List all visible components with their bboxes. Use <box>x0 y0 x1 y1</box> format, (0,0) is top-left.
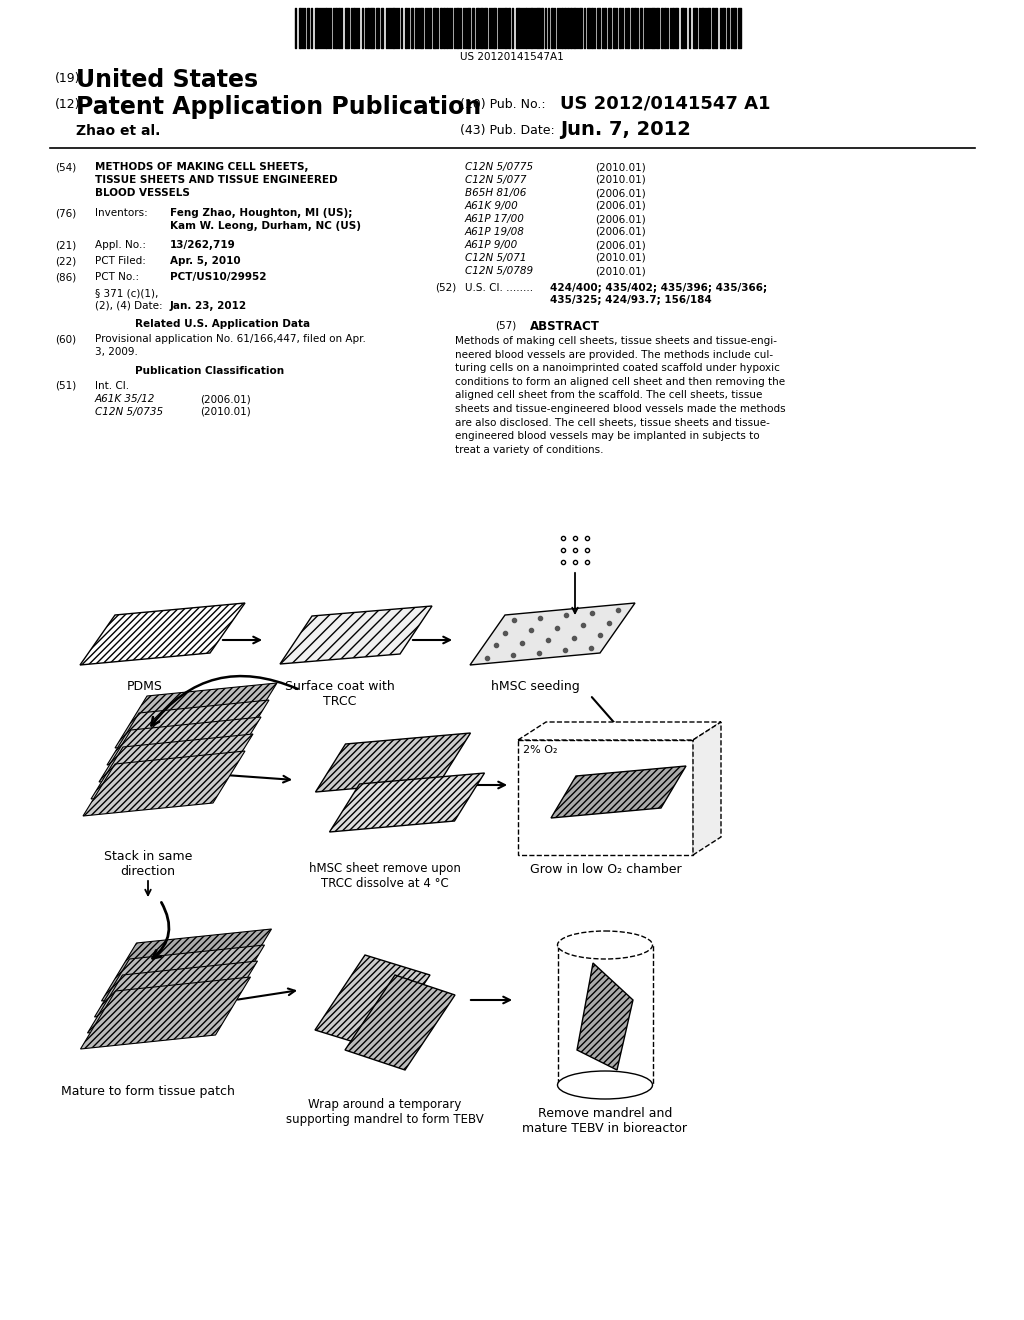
Text: Remove mandrel and
mature TEBV in bioreactor: Remove mandrel and mature TEBV in biorea… <box>522 1107 687 1135</box>
Text: Appl. No.:: Appl. No.: <box>95 240 146 249</box>
Text: A61K 9/00: A61K 9/00 <box>465 201 519 211</box>
Text: B65H 81/06: B65H 81/06 <box>465 187 526 198</box>
Text: (43) Pub. Date:: (43) Pub. Date: <box>460 124 555 137</box>
Text: Related U.S. Application Data: Related U.S. Application Data <box>135 319 310 329</box>
Text: (12): (12) <box>55 98 81 111</box>
Text: Methods of making cell sheets, tissue sheets and tissue-engi-
neered blood vesse: Methods of making cell sheets, tissue sh… <box>455 337 785 455</box>
Text: PCT No.:: PCT No.: <box>95 272 139 282</box>
Text: PDMS: PDMS <box>127 680 163 693</box>
Bar <box>557 945 652 1085</box>
Text: (10) Pub. No.:: (10) Pub. No.: <box>460 98 546 111</box>
Text: Surface coat with
TRCC: Surface coat with TRCC <box>285 680 395 708</box>
Bar <box>518 741 693 855</box>
Text: (2010.01): (2010.01) <box>595 267 646 276</box>
Text: (76): (76) <box>55 209 76 218</box>
Text: (57): (57) <box>495 319 516 330</box>
Text: (52): (52) <box>435 282 457 293</box>
Text: (54): (54) <box>55 162 76 172</box>
Text: (60): (60) <box>55 334 76 345</box>
Text: Mature to form tissue patch: Mature to form tissue patch <box>61 1085 234 1098</box>
Text: US 20120141547A1: US 20120141547A1 <box>460 51 564 62</box>
Polygon shape <box>106 700 269 766</box>
Polygon shape <box>99 717 261 781</box>
Text: Jan. 23, 2012: Jan. 23, 2012 <box>170 301 247 312</box>
Text: (2006.01): (2006.01) <box>595 187 646 198</box>
Ellipse shape <box>557 1071 652 1100</box>
Text: 2% O₂: 2% O₂ <box>523 744 557 755</box>
Text: § 371 (c)(1),: § 371 (c)(1), <box>95 288 159 298</box>
Text: Int. Cl.: Int. Cl. <box>95 381 129 391</box>
Polygon shape <box>83 751 245 816</box>
Text: (19): (19) <box>55 73 81 84</box>
Text: METHODS OF MAKING CELL SHEETS,
TISSUE SHEETS AND TISSUE ENGINEERED
BLOOD VESSELS: METHODS OF MAKING CELL SHEETS, TISSUE SH… <box>95 162 338 198</box>
Polygon shape <box>91 734 253 799</box>
Text: A61K 35/12: A61K 35/12 <box>95 393 156 404</box>
Polygon shape <box>577 964 633 1071</box>
Text: (2006.01): (2006.01) <box>595 240 646 249</box>
Text: A61P 9/00: A61P 9/00 <box>465 240 518 249</box>
Text: (2010.01): (2010.01) <box>595 253 646 263</box>
Polygon shape <box>80 603 245 665</box>
Text: Publication Classification: Publication Classification <box>135 366 284 376</box>
Text: US 2012/0141547 A1: US 2012/0141547 A1 <box>560 95 770 114</box>
Text: A61P 19/08: A61P 19/08 <box>465 227 525 238</box>
Text: (22): (22) <box>55 256 76 267</box>
Text: Apr. 5, 2010: Apr. 5, 2010 <box>170 256 241 267</box>
Polygon shape <box>693 722 721 855</box>
Text: Feng Zhao, Houghton, MI (US);
Kam W. Leong, Durham, NC (US): Feng Zhao, Houghton, MI (US); Kam W. Leo… <box>170 209 361 231</box>
Text: Stack in same
direction: Stack in same direction <box>103 850 193 878</box>
Text: hMSC seeding: hMSC seeding <box>490 680 580 693</box>
Text: (2006.01): (2006.01) <box>200 393 251 404</box>
Text: 424/400; 435/402; 435/396; 435/366;: 424/400; 435/402; 435/396; 435/366; <box>550 282 767 293</box>
Text: Grow in low O₂ chamber: Grow in low O₂ chamber <box>530 863 682 876</box>
Polygon shape <box>518 722 721 741</box>
Text: ABSTRACT: ABSTRACT <box>530 319 600 333</box>
Text: United States: United States <box>76 69 258 92</box>
Polygon shape <box>115 682 278 748</box>
Polygon shape <box>315 954 430 1049</box>
Text: C12N 5/0735: C12N 5/0735 <box>95 407 163 417</box>
Text: (2010.01): (2010.01) <box>595 162 646 172</box>
Polygon shape <box>315 733 470 792</box>
Text: PCT/US10/29952: PCT/US10/29952 <box>170 272 266 282</box>
Text: 13/262,719: 13/262,719 <box>170 240 236 249</box>
Ellipse shape <box>557 931 652 960</box>
Polygon shape <box>345 975 455 1071</box>
Text: Provisional application No. 61/166,447, filed on Apr.
3, 2009.: Provisional application No. 61/166,447, … <box>95 334 366 358</box>
Text: Wrap around a temporary
supporting mandrel to form TEBV: Wrap around a temporary supporting mandr… <box>286 1098 484 1126</box>
Text: (51): (51) <box>55 381 76 391</box>
Text: PCT Filed:: PCT Filed: <box>95 256 145 267</box>
Polygon shape <box>551 766 686 818</box>
Polygon shape <box>330 774 484 832</box>
Text: hMSC sheet remove upon
TRCC dissolve at 4 °C: hMSC sheet remove upon TRCC dissolve at … <box>309 862 461 890</box>
Text: (2006.01): (2006.01) <box>595 201 646 211</box>
Text: C12N 5/071: C12N 5/071 <box>465 253 526 263</box>
Text: C12N 5/077: C12N 5/077 <box>465 176 526 185</box>
Text: (2006.01): (2006.01) <box>595 214 646 224</box>
Text: (2006.01): (2006.01) <box>595 227 646 238</box>
Text: Zhao et al.: Zhao et al. <box>76 124 161 139</box>
Text: Jun. 7, 2012: Jun. 7, 2012 <box>560 120 691 139</box>
Text: (2010.01): (2010.01) <box>595 176 646 185</box>
Polygon shape <box>81 977 251 1049</box>
Text: C12N 5/0775: C12N 5/0775 <box>465 162 534 172</box>
Text: 435/325; 424/93.7; 156/184: 435/325; 424/93.7; 156/184 <box>550 294 712 305</box>
Text: Patent Application Publication: Patent Application Publication <box>76 95 481 119</box>
Text: Inventors:: Inventors: <box>95 209 147 218</box>
Text: A61P 17/00: A61P 17/00 <box>465 214 525 224</box>
Text: U.S. Cl. ........: U.S. Cl. ........ <box>465 282 534 293</box>
Polygon shape <box>101 929 271 1001</box>
Text: (21): (21) <box>55 240 76 249</box>
Polygon shape <box>280 606 432 664</box>
Text: (86): (86) <box>55 272 76 282</box>
Polygon shape <box>87 961 257 1034</box>
Polygon shape <box>94 945 264 1016</box>
Text: (2), (4) Date:: (2), (4) Date: <box>95 301 163 312</box>
Text: C12N 5/0789: C12N 5/0789 <box>465 267 534 276</box>
Polygon shape <box>470 603 635 665</box>
Text: (2010.01): (2010.01) <box>200 407 251 417</box>
